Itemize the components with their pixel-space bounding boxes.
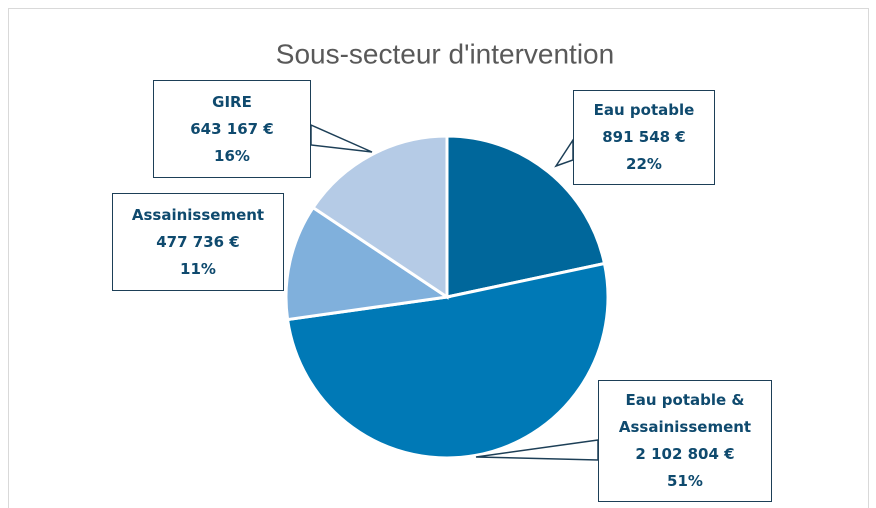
label-line: 891 548 € xyxy=(602,128,686,146)
label-line: 22% xyxy=(626,155,662,173)
label-line: Eau potable & Assainissement xyxy=(618,391,752,436)
data-label: Eau potable 891 548 € 22% xyxy=(573,90,715,185)
data-label: Assainissement 477 736 € 11% xyxy=(112,193,284,291)
label-line: 643 167 € xyxy=(190,119,274,138)
chart-title: Sous-secteur d'intervention xyxy=(276,38,614,69)
callout-pointer xyxy=(554,137,574,168)
label-line: GIRE xyxy=(212,92,252,111)
pie-slice xyxy=(311,134,449,300)
label-line: Assainissement xyxy=(131,205,265,224)
label-line: 477 736 € xyxy=(156,232,240,251)
label-line: Eau potable xyxy=(593,101,695,119)
label-line: 16% xyxy=(214,146,250,165)
label-line: 2 102 804 € xyxy=(635,445,735,463)
pie-slice xyxy=(284,205,452,322)
data-label: GIRE 643 167 € 16% xyxy=(153,80,311,178)
pie-slice xyxy=(285,261,610,460)
label-line: 51% xyxy=(667,472,703,490)
pie-slice xyxy=(445,134,607,299)
label-line: 11% xyxy=(180,259,216,278)
chart-border xyxy=(8,8,869,508)
data-label: Eau potable & Assainissement 2 102 804 € 5… xyxy=(598,380,772,502)
callout-pointer xyxy=(310,123,373,153)
